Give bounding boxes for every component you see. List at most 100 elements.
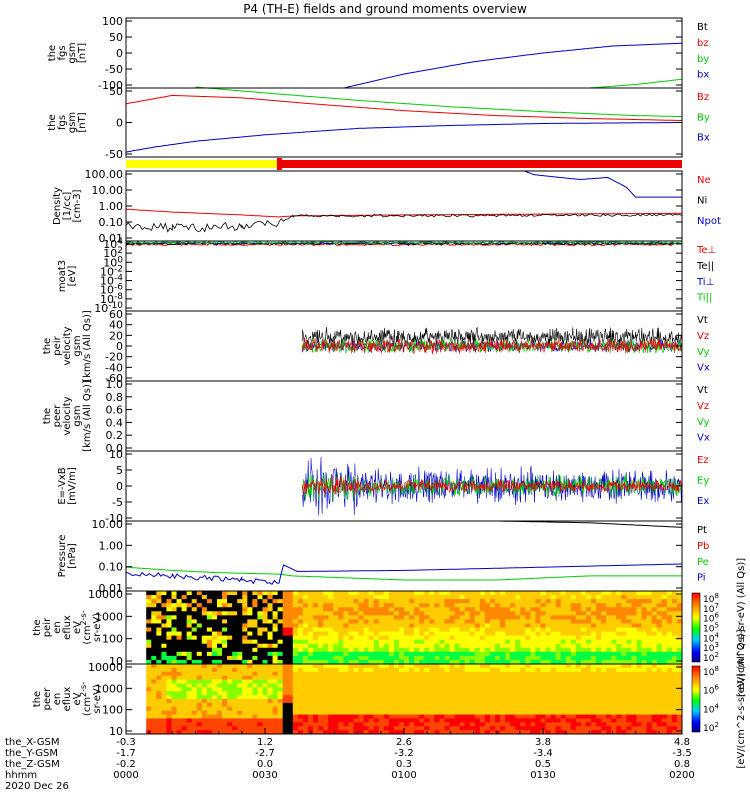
spectrogram-cell: [206, 615, 213, 620]
spectrogram-cell: [242, 603, 248, 608]
spectrogram-cell: [313, 702, 319, 708]
spectrogram-cell: [510, 675, 516, 680]
spectrogram-cell: [318, 702, 324, 708]
spectrogram-cell: [575, 595, 582, 600]
spectrogram-cell: [242, 702, 248, 708]
spectrogram-cell: [267, 702, 273, 708]
spectrogram-cell: [211, 655, 218, 661]
spectrogram-cell: [505, 639, 511, 645]
spectrogram-cell: [429, 647, 435, 653]
spectrogram-cell: [338, 695, 344, 700]
spectrogram-cell: [459, 647, 466, 653]
spectrogram-cell: [651, 667, 658, 673]
spectrogram-cell: [181, 702, 188, 708]
spectrogram-cell: [393, 607, 400, 612]
spectrogram-cell: [343, 615, 349, 620]
y-axis-label-line: fgs: [57, 45, 68, 60]
spectrogram-cell: [232, 647, 238, 653]
spectrogram-cell: [585, 702, 592, 708]
spectrogram-cell: [353, 615, 359, 620]
spectrogram-cell: [570, 710, 577, 715]
spectrogram-cell: [469, 607, 476, 612]
spectrogram-cell: [358, 639, 364, 645]
spectrogram-cell: [596, 710, 602, 715]
spectrogram-cell: [216, 691, 223, 696]
spectrogram-cell: [323, 603, 329, 608]
spectrogram-cell: [206, 702, 213, 708]
spectrogram-cell: [479, 683, 486, 688]
spectrogram-cell: [333, 635, 339, 641]
spectrogram-cell: [424, 623, 430, 628]
spectrogram-cell: [181, 699, 188, 704]
spectrogram-cell: [424, 647, 430, 653]
spectrogram-cell: [353, 675, 359, 680]
spectrogram-cell: [166, 627, 172, 632]
spectrogram-cell: [611, 683, 617, 688]
y-tick-label: 100: [102, 704, 123, 717]
spectrogram-cell: [419, 659, 425, 665]
spectrogram-cell: [434, 659, 440, 665]
legend-fgs_gsm-bx: bx: [697, 70, 709, 81]
spectrogram-cell: [302, 702, 309, 708]
spectrogram-cell: [570, 599, 577, 604]
spectrogram-cell: [358, 647, 364, 653]
spectrogram-cell: [631, 619, 637, 624]
spectrogram-cell: [176, 595, 182, 600]
spectrogram-cell: [414, 651, 420, 657]
spectrogram-cell: [338, 599, 344, 604]
spectrogram-cell: [287, 623, 294, 628]
legend-density-Ni: Ni: [697, 196, 707, 207]
spectrogram-cell: [222, 647, 228, 653]
x-tick-label: 0000: [113, 770, 138, 781]
spectrogram-cell: [176, 679, 182, 684]
spectrogram-cell: [580, 722, 587, 727]
spectrogram-cell: [206, 591, 213, 596]
spectrogram-cell: [444, 655, 450, 661]
spectrogram-cell: [520, 659, 526, 665]
spectrogram-cell: [449, 655, 455, 661]
spectrogram-cell: [277, 664, 284, 669]
spectrogram-cell: [388, 675, 395, 680]
spectrogram-cell: [161, 599, 167, 604]
spectrogram-cell: [161, 635, 167, 641]
spectrogram-cell: [166, 714, 172, 719]
spectrogram-cell: [166, 599, 172, 604]
spectrogram-cell: [454, 691, 460, 696]
spectrogram-cell: [626, 730, 632, 735]
spectrogram-cell: [211, 615, 218, 620]
spectrogram-cell: [343, 639, 349, 645]
spectrogram-cell: [419, 710, 425, 715]
spectrogram-cell: [530, 691, 536, 696]
spectrogram-cell: [373, 699, 380, 704]
spectrogram-cell: [222, 607, 228, 612]
spectrogram-cell: [206, 647, 213, 653]
spectrogram-cell: [196, 603, 203, 608]
spectrogram-cell: [211, 651, 218, 657]
spectrogram-cell: [500, 695, 506, 700]
spectrogram-cell: [252, 691, 258, 696]
spectrogram-cell: [211, 699, 218, 704]
spectrogram-cell: [500, 611, 506, 616]
spectrogram-cell: [146, 651, 152, 657]
spectrogram-cell: [434, 643, 440, 649]
spectrogram-cell: [636, 667, 642, 673]
spectrogram-cell: [515, 691, 521, 696]
spectrogram-cell: [388, 651, 395, 657]
spectrogram-cell: [232, 615, 238, 620]
spectrogram-cell: [429, 675, 435, 680]
spectrogram-cell: [272, 599, 279, 604]
spectrogram-cell: [535, 647, 541, 653]
spectrogram-cell: [434, 631, 440, 637]
spectrogram-cell: [520, 623, 526, 628]
spectrogram-cell: [671, 635, 678, 641]
spectrogram-cell: [479, 651, 486, 657]
spectrogram-cell: [520, 651, 526, 657]
spectrogram-cell: [424, 599, 430, 604]
spectrogram-cell: [318, 730, 324, 735]
spectrogram-cell: [439, 607, 445, 612]
spectrogram-cell: [206, 706, 213, 712]
spectrogram-cell: [368, 702, 375, 708]
spectrogram-cell: [555, 667, 562, 673]
spectrogram-cell: [409, 710, 415, 715]
spectrogram-cell: [500, 635, 506, 641]
